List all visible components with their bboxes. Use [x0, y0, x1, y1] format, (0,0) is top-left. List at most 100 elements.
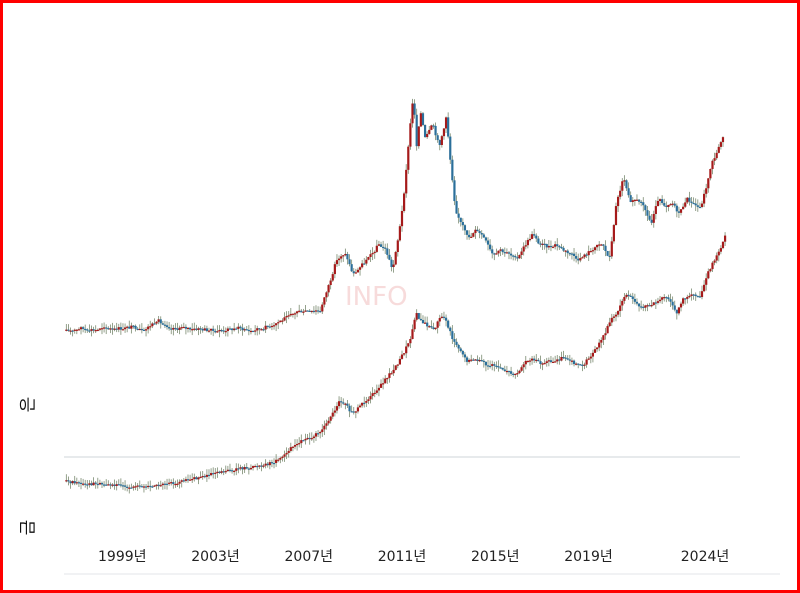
silver-candle: [298, 310, 301, 312]
gold-candle: [260, 465, 263, 467]
silver-candle: [65, 329, 68, 331]
gold-candle: [549, 360, 553, 363]
gold-candle: [239, 467, 242, 469]
silver-candle: [673, 203, 676, 206]
silver-candle: [159, 319, 162, 324]
silver-candle: [407, 146, 410, 170]
silver-candle: [163, 324, 167, 326]
gold-candle: [541, 363, 544, 365]
silver-candle: [226, 328, 229, 332]
silver-candle: [671, 203, 674, 205]
silver-candle: [669, 204, 672, 206]
silver-candle: [258, 328, 261, 330]
gold-candle: [675, 309, 678, 314]
gold-candle: [88, 483, 91, 485]
silver-candle: [147, 326, 150, 330]
silver-candle: [88, 330, 91, 332]
silver-candle: [520, 251, 523, 255]
gold-candle: [577, 363, 580, 365]
gold-candle: [442, 316, 446, 318]
gold-candle: [277, 459, 280, 461]
gold-candle: [665, 297, 668, 299]
silver-candle: [337, 258, 341, 261]
silver-candle: [384, 247, 387, 249]
gold-candle: [193, 477, 196, 479]
gold-candle: [543, 363, 546, 365]
gold-candle: [147, 485, 150, 488]
silver-candle: [713, 158, 716, 161]
gold-candle: [100, 482, 104, 485]
silver-candle: [568, 253, 571, 255]
gold-candle: [184, 479, 188, 481]
gold-candle: [254, 465, 257, 468]
gold-candle: [128, 487, 131, 489]
silver-candle: [79, 327, 83, 330]
gold-candle: [233, 470, 236, 473]
gold-candle: [207, 474, 211, 477]
silver-candle: [554, 244, 557, 247]
silver-candle: [679, 209, 683, 213]
silver-candle: [396, 240, 399, 253]
gold-candle: [168, 482, 171, 484]
silver-candle: [140, 328, 143, 331]
silver-candle: [92, 329, 95, 331]
gold-candle: [224, 471, 227, 473]
silver-candle: [596, 244, 599, 248]
silver-candle: [144, 329, 148, 331]
silver-candle: [373, 251, 376, 254]
silver-candle: [165, 325, 169, 328]
silver-candle: [251, 330, 255, 333]
gold-candle: [535, 359, 538, 362]
gold-candle: [212, 473, 215, 475]
silver-candle: [375, 245, 378, 252]
gold-candle: [524, 360, 527, 365]
gold-candle: [440, 316, 443, 319]
silver-candle: [73, 329, 76, 331]
silver-candle: [526, 239, 529, 246]
gold-candle: [589, 356, 592, 359]
gold-candle: [493, 364, 496, 366]
gold-candle: [251, 466, 255, 468]
gold-candle: [119, 484, 122, 486]
gold-candle: [92, 482, 95, 486]
silver-candle: [316, 310, 320, 312]
gold-candle: [270, 462, 274, 464]
gold-candle: [159, 485, 162, 487]
silver-candle: [415, 114, 418, 147]
silver-candle: [547, 245, 550, 248]
silver-candle: [157, 319, 160, 322]
silver-candle: [390, 259, 393, 268]
gold-candle: [679, 303, 683, 308]
gold-candle: [570, 360, 574, 362]
gold-candle: [413, 319, 416, 330]
silver-candle: [421, 113, 425, 125]
silver-candle: [405, 169, 408, 194]
silver-candle: [417, 126, 420, 147]
silver-candle: [539, 243, 542, 245]
gold-candle: [405, 346, 408, 354]
gold-candle: [344, 403, 347, 405]
silver-candle: [377, 244, 381, 246]
gold-candle: [721, 241, 725, 249]
gold-candle: [658, 299, 662, 302]
gold-candle: [247, 468, 250, 470]
gold-candle: [703, 284, 706, 292]
silver-candle: [119, 327, 122, 330]
silver-candle: [335, 260, 339, 265]
silver-candle: [308, 310, 311, 312]
silver-candle: [245, 329, 248, 331]
silver-candle: [656, 200, 660, 207]
silver-candle: [537, 238, 540, 244]
gold-candle: [109, 484, 112, 486]
silver-candle: [296, 311, 299, 314]
gold-candle: [82, 483, 85, 485]
gold-candle: [300, 440, 303, 444]
gold-candle: [176, 483, 179, 485]
silver-candle: [228, 328, 232, 330]
silver-candle: [220, 329, 223, 332]
silver-candle: [260, 329, 263, 331]
gold-candle: [426, 322, 429, 327]
silver-candle: [268, 326, 271, 328]
gold-candle: [436, 321, 439, 328]
